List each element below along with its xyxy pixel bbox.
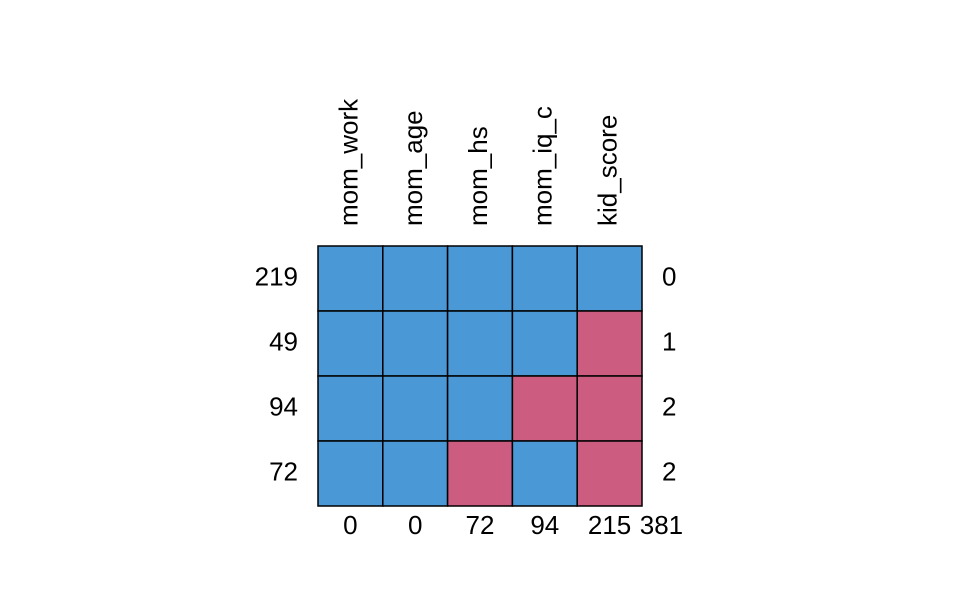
pattern-cell bbox=[446, 310, 514, 377]
column-label: kid_score bbox=[592, 115, 622, 226]
row-count: 94 bbox=[269, 391, 298, 421]
pattern-cell bbox=[317, 245, 384, 312]
pattern-cell bbox=[446, 440, 514, 507]
pattern-cell bbox=[576, 440, 643, 507]
pattern-cell bbox=[382, 310, 449, 377]
row-missing: 0 bbox=[662, 261, 676, 291]
pattern-cell bbox=[511, 375, 578, 442]
pattern-cell bbox=[317, 310, 384, 377]
column-label: mom_hs bbox=[463, 126, 493, 226]
total-missing: 381 bbox=[640, 510, 683, 540]
pattern-cell bbox=[576, 310, 643, 377]
pattern-cell bbox=[317, 375, 384, 442]
row-missing: 1 bbox=[662, 326, 676, 356]
pattern-cell bbox=[382, 440, 449, 507]
pattern-cell bbox=[576, 245, 643, 312]
column-missing: 0 bbox=[343, 510, 357, 540]
pattern-cell bbox=[382, 245, 449, 312]
row-missing: 2 bbox=[662, 391, 676, 421]
pattern-cell bbox=[511, 310, 578, 377]
pattern-cell bbox=[446, 375, 514, 442]
column-label: mom_iq_c bbox=[528, 106, 558, 226]
row-count: 219 bbox=[255, 261, 298, 291]
pattern-cell bbox=[511, 440, 578, 507]
row-count: 72 bbox=[269, 456, 298, 486]
row-count: 49 bbox=[269, 326, 298, 356]
column-label: mom_work bbox=[333, 98, 363, 226]
pattern-cell bbox=[576, 375, 643, 442]
pattern-cell bbox=[317, 440, 384, 507]
column-missing: 94 bbox=[530, 510, 559, 540]
pattern-cell bbox=[382, 375, 449, 442]
column-missing: 72 bbox=[466, 510, 495, 540]
pattern-cell bbox=[511, 245, 578, 312]
column-label: mom_age bbox=[398, 110, 428, 226]
pattern-cell bbox=[446, 245, 514, 312]
column-missing: 215 bbox=[588, 510, 631, 540]
column-missing: 0 bbox=[408, 510, 422, 540]
row-missing: 2 bbox=[662, 456, 676, 486]
